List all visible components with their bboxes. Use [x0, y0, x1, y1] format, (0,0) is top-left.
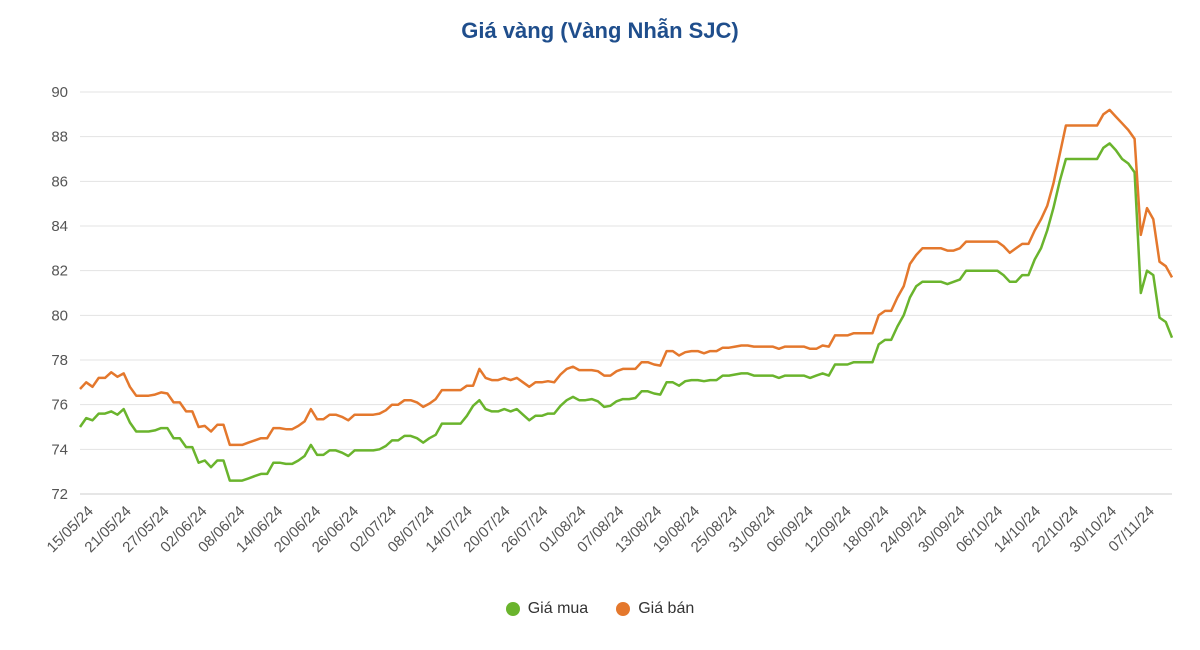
y-tick-label: 72 — [51, 486, 68, 503]
y-axis-tick-labels: 72 74 76 78 80 82 84 86 88 90 — [51, 84, 68, 503]
legend-item-gia-mua[interactable]: Giá mua — [505, 600, 589, 618]
legend-marker-gia-ban — [616, 602, 631, 616]
legend-item-gia-ban[interactable]: Giá bán — [616, 600, 694, 618]
y-tick-label: 90 — [51, 84, 68, 101]
grid-lines — [80, 91, 1172, 495]
y-tick-label: 78 — [51, 352, 68, 369]
y-tick-label: 82 — [51, 263, 68, 280]
legend-label-gia-ban: Giá bán — [638, 600, 695, 617]
x-axis-tick-labels: 15/05/2421/05/2427/05/2402/06/2408/06/24… — [44, 503, 1158, 556]
y-tick-label: 74 — [51, 441, 68, 458]
chart-title: Giá vàng (Vàng Nhẫn SJC) — [461, 18, 739, 43]
y-tick-label: 88 — [51, 129, 68, 146]
legend-marker-gia-mua — [505, 602, 520, 616]
series-line-gia-ban — [79, 108, 1174, 447]
legend-label-gia-mua: Giá mua — [527, 600, 589, 617]
y-tick-label: 86 — [51, 173, 68, 190]
line-chart: 72 74 76 78 80 82 84 86 88 90 15/05/2421/05/2427/… — [44, 84, 1174, 556]
y-tick-label: 80 — [51, 307, 68, 324]
series-lines — [78, 108, 1174, 482]
y-tick-label: 76 — [51, 397, 68, 414]
series-line-gia-mua — [78, 142, 1174, 482]
legend: Giá mua Giá bán — [0, 600, 1200, 618]
y-tick-label: 84 — [51, 218, 68, 235]
